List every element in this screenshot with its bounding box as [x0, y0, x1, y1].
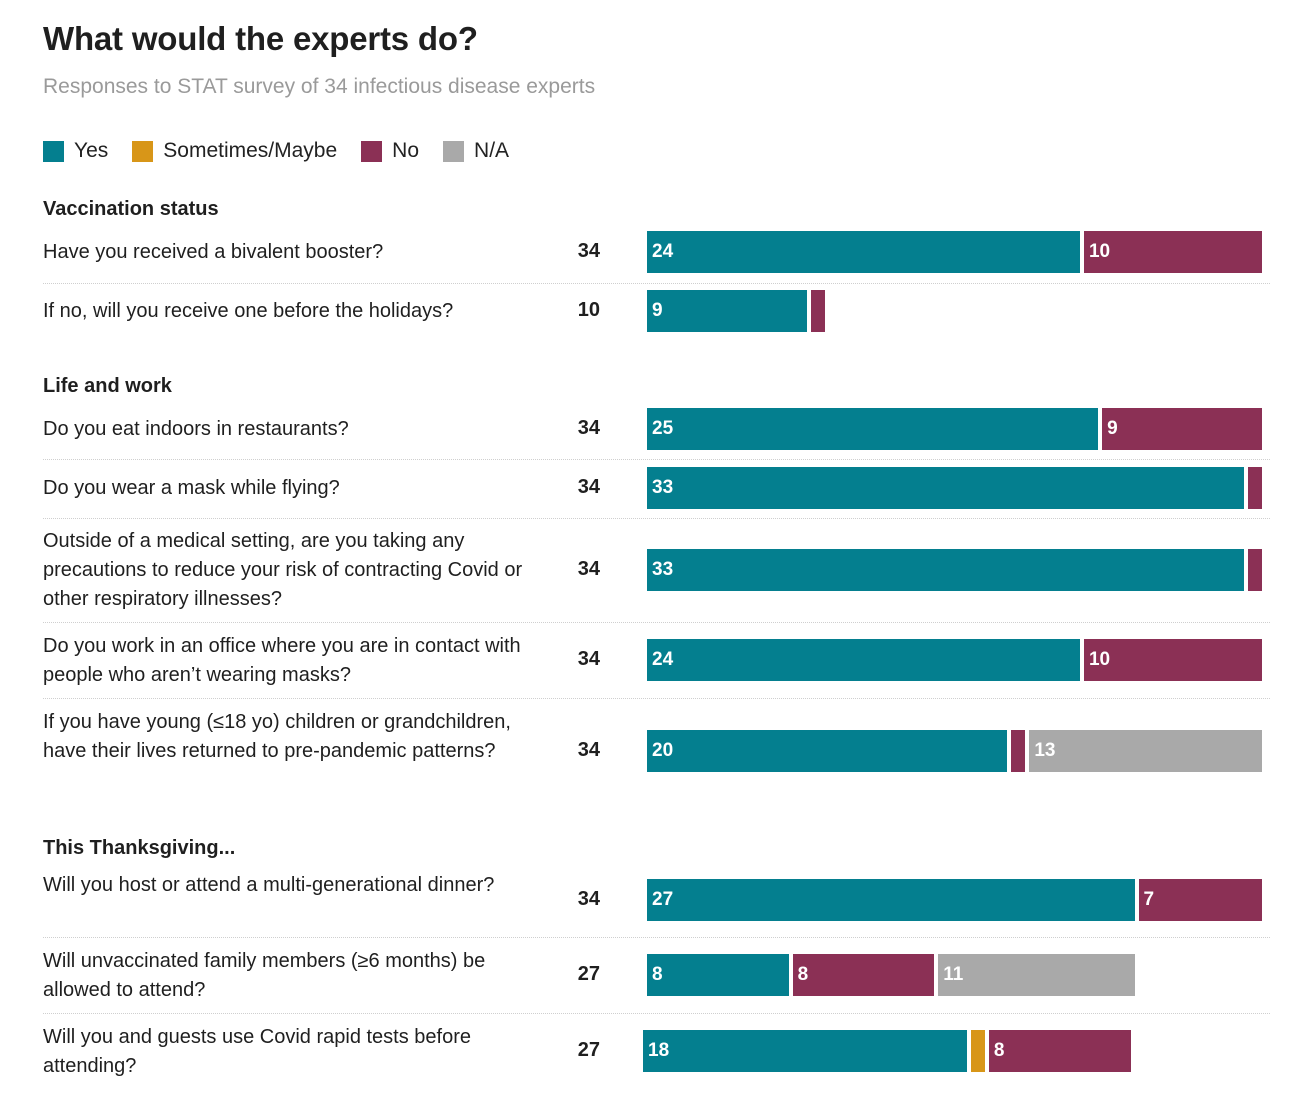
bar-segment-no: 9: [1102, 408, 1262, 450]
bar-value-label: 13: [1034, 740, 1056, 761]
bar-segment-yes: 24: [647, 639, 1080, 681]
legend-item-na: N/A: [443, 139, 509, 163]
bar-segment-yes: 9: [647, 290, 807, 332]
legend-swatch-no: [361, 140, 383, 162]
question-label: Will you host or attend a multi-generati…: [43, 874, 495, 896]
respondent-count: 34: [577, 888, 600, 910]
respondent-count: 27: [577, 963, 600, 985]
respondent-count: 10: [577, 299, 600, 321]
legend-label-maybe: Sometimes/Maybe: [163, 139, 338, 162]
bar-segment-yes: 8: [647, 954, 789, 996]
bar-segment-no: 10: [1083, 231, 1262, 273]
row-divider: [43, 1013, 1270, 1014]
row-divider: [43, 698, 1270, 699]
bar-segment-yes: 25: [647, 408, 1099, 450]
bar-value-label: 18: [648, 1040, 670, 1061]
question-label: Do you eat indoors in restaurants?: [43, 418, 349, 440]
bar-segment-no: 8: [988, 1030, 1131, 1072]
bar-segment-na: 13: [1029, 730, 1262, 772]
respondent-count: 34: [577, 739, 600, 761]
respondent-count: 34: [577, 558, 600, 580]
chart-subtitle: Responses to STAT survey of 34 infectiou…: [43, 75, 596, 98]
bar-value-label: 24: [652, 241, 674, 262]
bar-value-label: 33: [652, 559, 674, 580]
bar-segment-no: 8: [792, 954, 935, 996]
legend: Yes Sometimes/Maybe No N/A: [43, 139, 533, 163]
question-label: Have you received a bivalent booster?: [43, 241, 384, 263]
legend-label-na: N/A: [474, 139, 510, 162]
question-label: If you have young (≤18 yo) children or g…: [43, 711, 511, 762]
bar-value-label: 8: [652, 964, 663, 985]
section-header: This Thanksgiving...: [43, 837, 236, 859]
bar-segment-no: 7: [1138, 879, 1262, 921]
question-label: Do you wear a mask while flying?: [43, 477, 340, 499]
question-label: If no, will you receive one before the h…: [43, 300, 454, 322]
bar-value-label: 10: [1088, 241, 1111, 262]
bar-value-label: 9: [652, 300, 663, 321]
bar-segment-no: 10: [1083, 639, 1262, 681]
bar-segment-yes: 33: [647, 467, 1244, 509]
bar-segment-yes: 20: [647, 730, 1008, 772]
bar-segment-yes: 33: [647, 549, 1244, 591]
legend-item-maybe: Sometimes/Maybe: [132, 139, 337, 163]
bar-segment-no: [1247, 467, 1262, 509]
bar-value-label: 10: [1088, 649, 1111, 670]
section-header: Life and work: [43, 375, 172, 397]
legend-label-no: No: [392, 139, 420, 162]
question-label: Outside of a medical setting, are you ta…: [43, 530, 523, 610]
bar-segment-no: [1247, 549, 1262, 591]
legend-swatch-yes: [43, 140, 64, 162]
bar-segment-na: 11: [938, 954, 1135, 996]
bar-value-label: 9: [1107, 418, 1118, 439]
question-label: Will you and guests use Covid rapid test…: [43, 1026, 471, 1077]
row-divider: [43, 459, 1270, 460]
bar-segment-yes: 27: [647, 879, 1135, 921]
question-label: Will unvaccinated family members (≥6 mon…: [43, 950, 486, 1001]
respondent-count: 34: [577, 648, 600, 670]
bar-value-label: 24: [652, 649, 674, 670]
bar-value-label: 25: [652, 418, 674, 439]
bar-value-label: 8: [993, 1040, 1005, 1061]
bar-value-label: 33: [652, 477, 674, 498]
legend-item-no: No: [361, 139, 419, 163]
legend-swatch-na: [443, 140, 465, 162]
respondent-count: 34: [577, 476, 600, 498]
row-divider: [43, 622, 1270, 623]
respondent-count: 27: [577, 1039, 600, 1061]
row-divider: [43, 283, 1270, 284]
chart-title: What would the experts do?: [43, 20, 478, 57]
bar-segment-yes: 24: [647, 231, 1080, 273]
bar-segment-no: [810, 290, 826, 332]
bar-value-label: 8: [797, 964, 809, 985]
respondent-count: 34: [577, 417, 600, 439]
question-label: Do you work in an office where you are i…: [43, 635, 521, 686]
bar-segment-yes: 18: [643, 1030, 967, 1072]
row-divider: [43, 518, 1270, 519]
bar-segment-maybe: [970, 1030, 985, 1072]
bar-value-label: 11: [943, 964, 964, 985]
section-header: Vaccination status: [43, 198, 219, 220]
legend-swatch-maybe: [132, 140, 154, 162]
bar-segment-no: [1011, 730, 1026, 772]
legend-item-yes: Yes: [43, 139, 108, 163]
row-divider: [43, 937, 1270, 938]
bar-value-label: 20: [652, 740, 674, 761]
bar-value-label: 7: [1143, 889, 1155, 910]
bar-value-label: 27: [652, 889, 674, 910]
legend-label-yes: Yes: [74, 139, 109, 162]
respondent-count: 34: [577, 240, 600, 262]
